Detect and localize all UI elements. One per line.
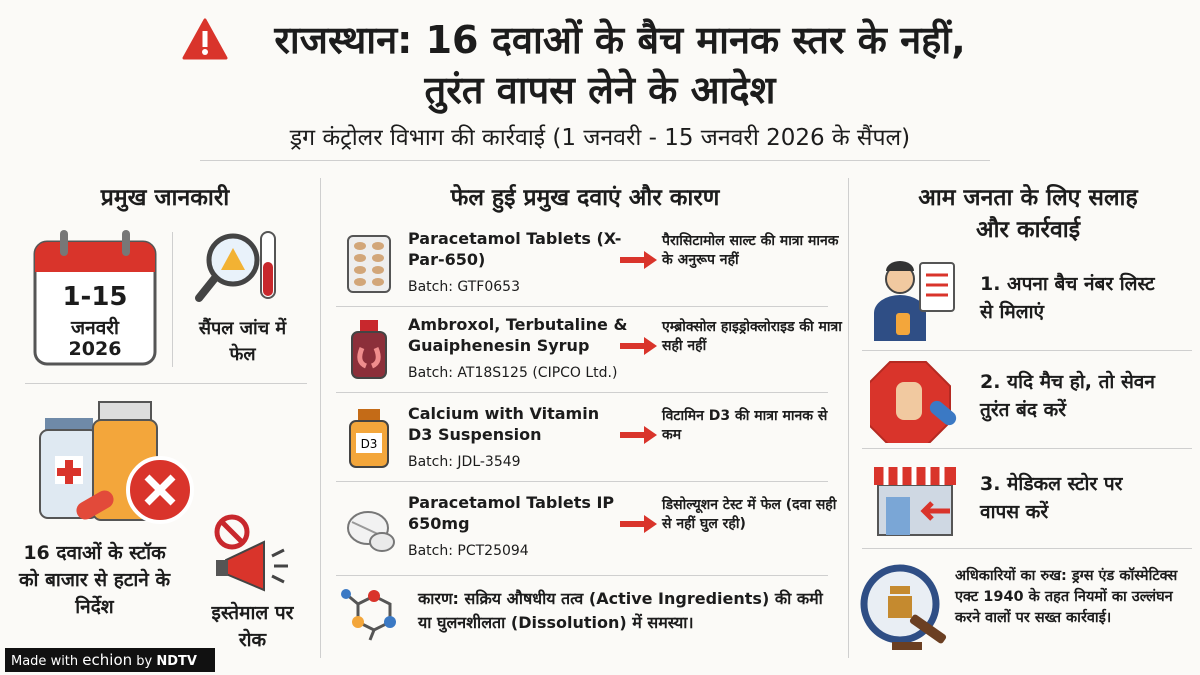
divider — [336, 392, 828, 393]
drug-name: Paracetamol Tablets (X-Par-650) — [408, 229, 622, 269]
drug-icon: D3 — [349, 409, 389, 468]
advice-step: 2. यदि मैच हो, तो सेवन तुरंत बंद करें — [980, 371, 1155, 421]
drug-reason: डिसोल्यूशन टेस्ट में फेल (दवा सही से नही… — [662, 497, 837, 532]
store-icon — [874, 467, 956, 536]
calendar-icon — [33, 230, 157, 366]
drug-batch: Batch: GTF0653 — [408, 279, 520, 295]
drug-reason: एम्ब्रोक्सोल हाइड्रोक्लोराइड की मात्रा स… — [662, 319, 842, 354]
watermark-owner: NDTV — [156, 654, 197, 669]
divider — [862, 448, 1192, 449]
warning-icon — [182, 18, 228, 60]
divider — [336, 481, 828, 482]
arrow — [620, 515, 657, 533]
drug-name: Paracetamol Tablets IP 650mg — [408, 493, 615, 533]
arrow — [620, 337, 657, 355]
drug-batch: Batch: PCT25094 — [408, 543, 529, 559]
title-line: राजस्थान: 16 दवाओं के बैच मानक स्तर के न… — [274, 18, 966, 62]
molecule-icon — [341, 589, 396, 641]
drug-batch: Batch: AT18S125 (CIPCO Ltd.) — [408, 365, 618, 381]
ban-note: इस्तेमाल पर रोक — [211, 602, 294, 651]
medicine-icon — [39, 401, 194, 524]
drug-batch: Batch: JDL-3549 — [408, 454, 521, 470]
drug-reason: पैरासिटामोल साल्ट की मात्रा मानक के अनुर… — [662, 233, 839, 268]
drug-icon — [347, 235, 391, 293]
stop-icon — [870, 361, 957, 443]
sample-status: सैंपल जांच में फेल — [198, 318, 287, 365]
divider — [336, 306, 828, 307]
drug-name: Calcium with Vitamin D3 Suspension — [408, 404, 600, 444]
megaphone-icon — [214, 514, 288, 592]
divider — [848, 178, 849, 658]
advice-step: 3. मेडिकल स्टोर पर वापस करें — [980, 473, 1123, 523]
arrow — [620, 426, 657, 444]
title-line: तुरंत वापस लेने के आदेश — [424, 68, 776, 112]
section-heading: प्रमुख जानकारी — [100, 185, 230, 211]
divider — [320, 178, 321, 658]
watermark: Made with echion by NDTV — [5, 648, 215, 672]
divider — [172, 232, 173, 367]
divider — [862, 350, 1192, 351]
person-icon — [874, 261, 955, 341]
officials-icon — [860, 564, 947, 650]
removal-note: 16 दवाओं के स्टॉक को बाजार से हटाने के न… — [18, 542, 171, 618]
date-month: जनवरी — [71, 317, 119, 339]
drug-name: Ambroxol, Terbutaline & Guaiphenesin Syr… — [408, 315, 628, 355]
arrow — [620, 251, 657, 269]
drug-reason: विटामिन D3 की मात्रा मानक से कम — [662, 408, 828, 443]
officials-note: अधिकारियों का रुख: ड्रग्स एंड कॉस्मेटिक्… — [955, 568, 1178, 626]
watermark-brand: echion — [82, 651, 133, 669]
section-heading: फेल हुई प्रमुख दवाएं और कारण — [450, 185, 720, 211]
magnifier-icon — [195, 231, 276, 302]
advice-step: 1. अपना बैच नंबर लिस्ट से मिलाएं — [980, 273, 1155, 323]
drug-icon — [351, 320, 387, 379]
divider — [25, 383, 307, 384]
section-heading: आम जनता के लिए सलाह और कार्रवाई — [918, 185, 1138, 243]
drug-icon — [347, 511, 395, 552]
date-range: 1-15 — [62, 282, 128, 312]
subtitle: ड्रग कंट्रोलर विभाग की कार्रवाई (1 जनवरी… — [289, 125, 911, 151]
cause-note: कारण: सक्रिय औषधीय तत्व (Active Ingredie… — [418, 589, 823, 632]
date-year: 2026 — [68, 338, 122, 360]
svg-text:D3: D3 — [361, 437, 378, 451]
watermark-text: by — [136, 654, 153, 669]
divider — [200, 160, 990, 161]
divider — [336, 575, 828, 576]
watermark-text: Made with — [11, 654, 79, 669]
divider — [862, 548, 1192, 549]
